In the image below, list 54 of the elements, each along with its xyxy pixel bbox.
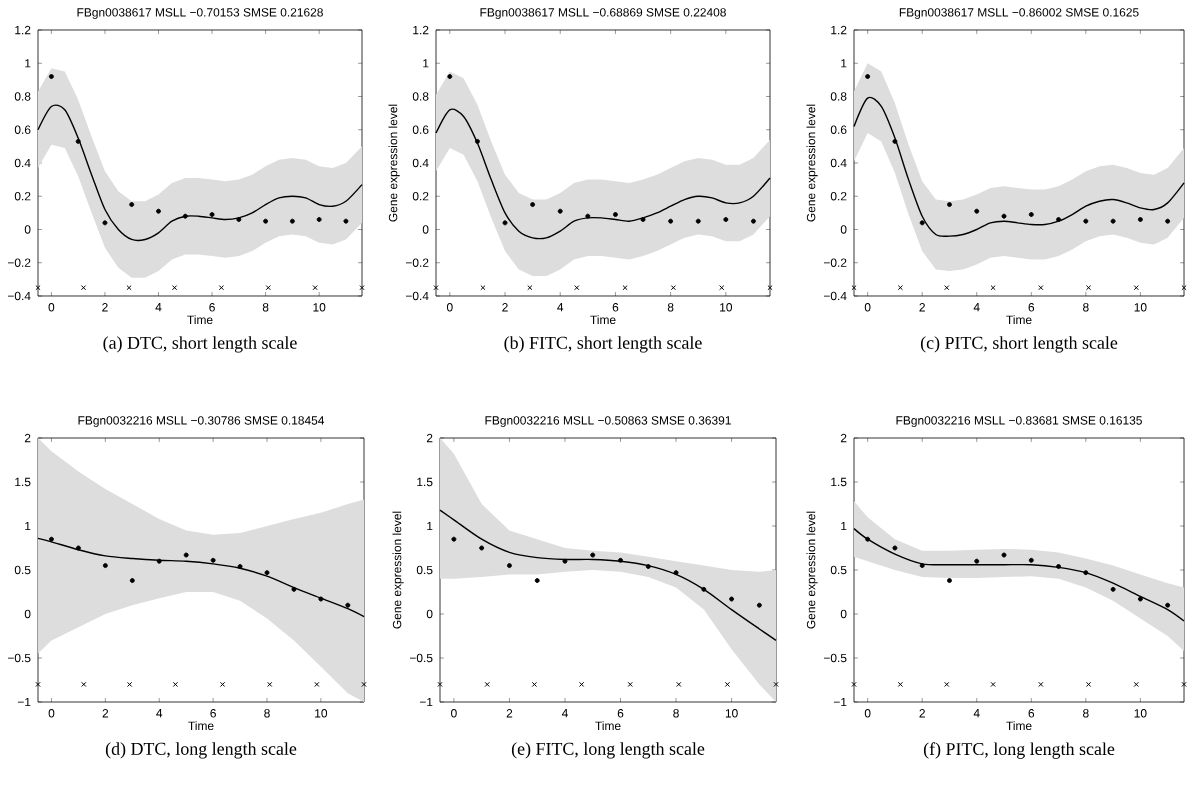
point [527, 285, 533, 291]
point [670, 285, 677, 291]
point [35, 285, 41, 291]
point [719, 285, 725, 291]
text: (a) DTC, short length scale [103, 336, 297, 353]
point [944, 285, 950, 291]
point [35, 681, 41, 688]
point [773, 681, 779, 688]
point [990, 681, 996, 688]
point [579, 681, 585, 688]
point [484, 681, 490, 688]
point [574, 285, 580, 291]
point [267, 681, 273, 688]
point [1181, 285, 1187, 291]
point [219, 681, 226, 688]
point [314, 681, 320, 688]
point [437, 681, 443, 688]
point [172, 681, 179, 688]
point [126, 681, 133, 688]
point [1085, 681, 1092, 688]
point [851, 285, 857, 291]
point [1181, 681, 1187, 688]
text: (b) FITC, short length scale [504, 336, 702, 353]
point [433, 285, 439, 291]
point [724, 681, 731, 688]
point [171, 285, 178, 291]
point [1085, 285, 1092, 291]
point [1133, 285, 1139, 291]
point [81, 681, 87, 688]
point [265, 285, 271, 291]
point [676, 681, 682, 688]
point [218, 285, 225, 291]
point [767, 285, 773, 291]
point [1133, 681, 1139, 688]
point [126, 285, 132, 291]
point [312, 285, 318, 291]
point [627, 681, 633, 688]
point [851, 681, 857, 688]
point [80, 285, 87, 291]
text: (c) PITC, short length scale [920, 336, 1118, 353]
point [990, 285, 996, 291]
text: (f) PITC, long length scale [923, 742, 1115, 759]
point [531, 681, 538, 688]
point [361, 681, 367, 688]
text: (d) DTC, long length scale [105, 742, 297, 759]
point [1038, 681, 1044, 688]
point [944, 681, 950, 688]
point [359, 285, 365, 291]
point [897, 285, 903, 291]
point [897, 681, 903, 688]
text: (e) FITC, long length scale [511, 742, 705, 759]
point [622, 285, 628, 291]
point [480, 285, 486, 291]
point [1038, 285, 1044, 291]
